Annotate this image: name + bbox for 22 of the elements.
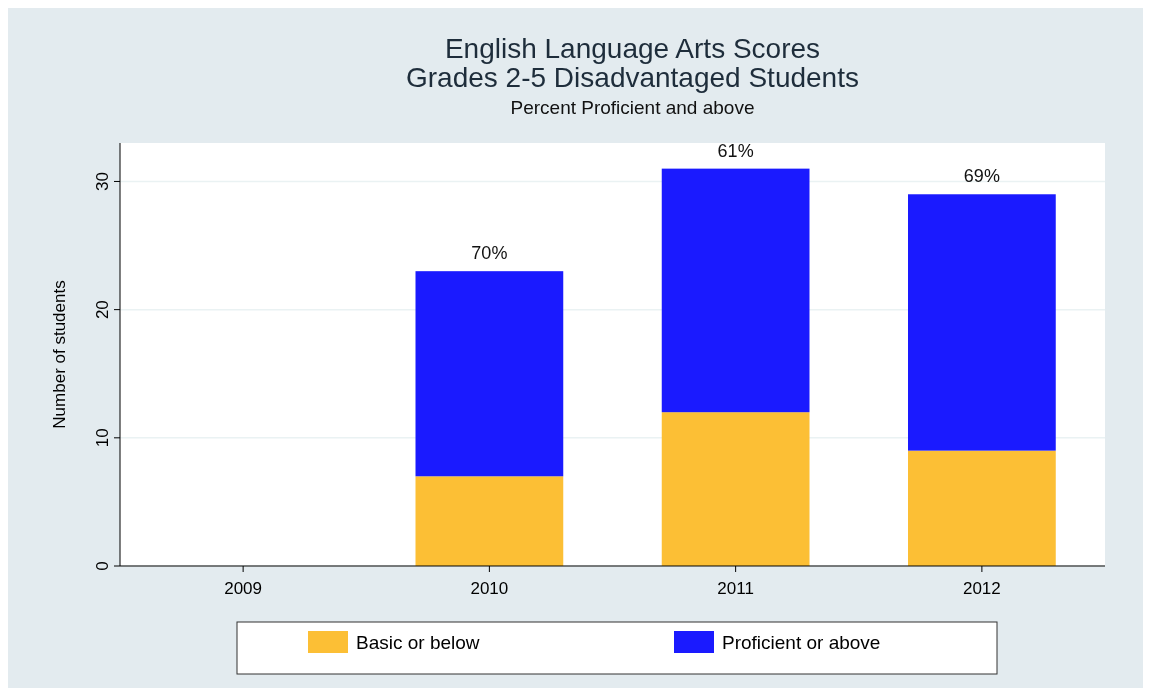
x-tick-label: 2010 — [470, 579, 509, 598]
bar — [415, 271, 564, 477]
annotation: 61% — [717, 140, 754, 161]
annotation: 69% — [963, 166, 1000, 187]
chart-title: English Language Arts Scores Grades 2-5 Disadvantaged Students — [406, 33, 859, 93]
legend-label: Basic or below — [356, 632, 480, 653]
bar — [661, 412, 810, 566]
annotation: 70% — [471, 243, 508, 264]
bar — [415, 476, 564, 566]
y-axis-title: Number of students — [50, 280, 69, 429]
y-tick-label: 20 — [93, 300, 112, 320]
x-tick-label: 2009 — [224, 579, 263, 598]
chart-subtitle: Percent Proficient and above — [510, 97, 755, 118]
bar — [908, 194, 1056, 451]
x-tick-label: 2012 — [962, 579, 1001, 598]
x-tick-label: 2011 — [717, 579, 754, 598]
y-tick-label: 30 — [93, 171, 112, 191]
legend-label: Proficient or above — [722, 632, 881, 653]
y-tick-label: 10 — [93, 428, 112, 448]
bar — [908, 450, 1056, 566]
y-tick-label: 0 — [93, 561, 112, 571]
bar — [661, 168, 810, 413]
